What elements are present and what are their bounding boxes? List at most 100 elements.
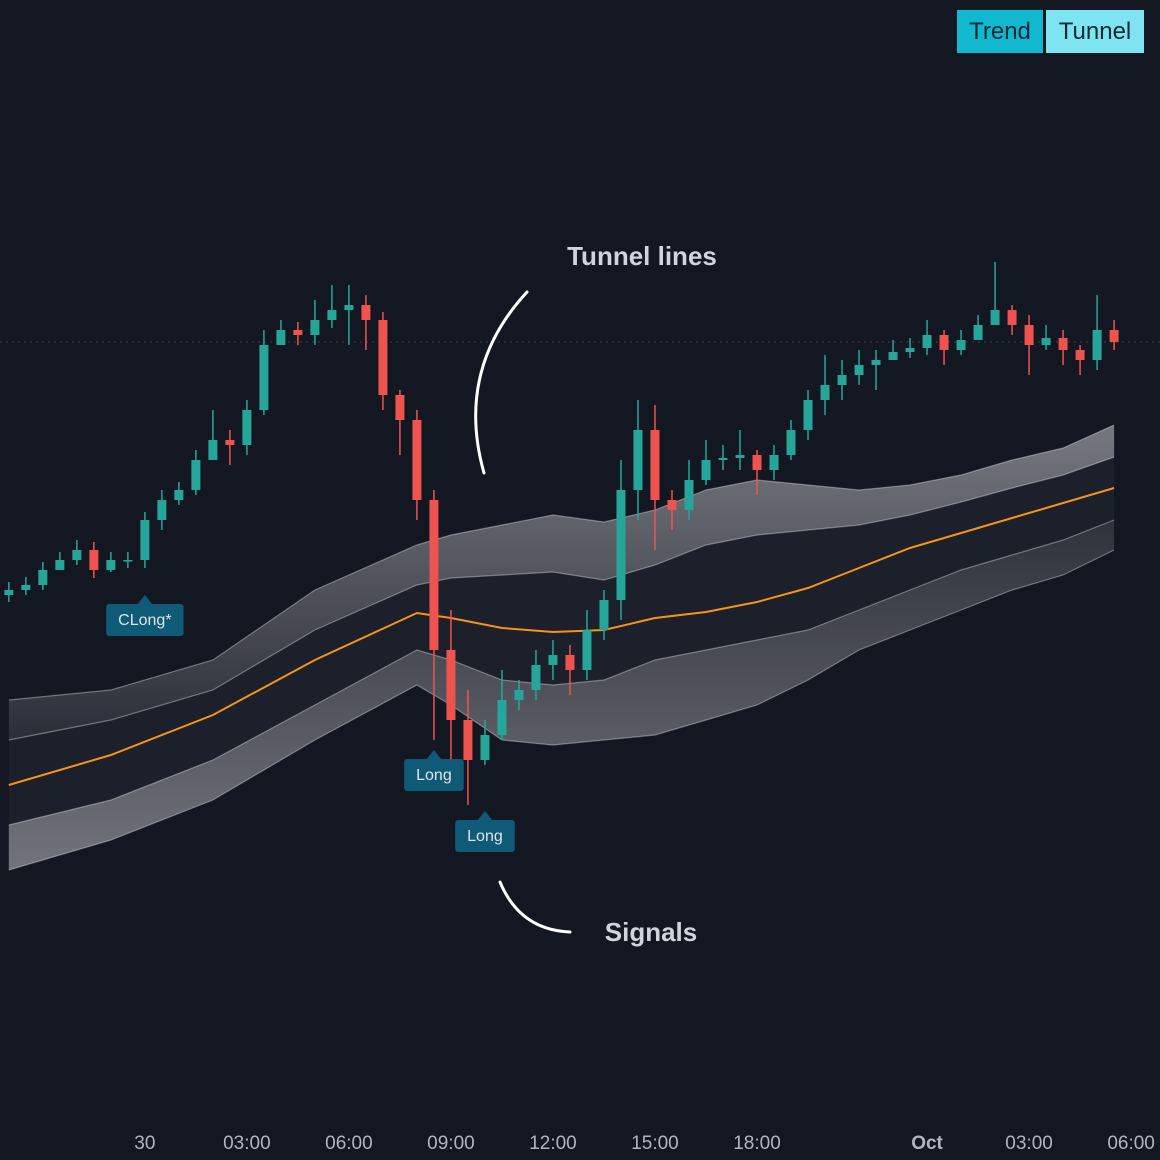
x-tick-label: 30 [134,1133,155,1154]
candle-body [599,600,609,630]
candle-body [242,410,252,445]
candle-body [276,330,286,345]
tunnel-line [8,549,1115,871]
candle-body [89,550,99,570]
candle-body [1024,325,1034,345]
candle-body [531,665,541,690]
candle-body [888,352,898,360]
candle-body [701,460,711,480]
tunnel-band [8,457,1115,825]
x-tick-label: Oct [911,1133,943,1154]
candle-body [1007,310,1017,325]
candle-body [565,655,575,670]
tunnel-button[interactable]: Tunnel [1046,10,1144,53]
candle-body [225,440,235,445]
candle-body [327,310,337,320]
signal-label: Long [467,828,503,845]
candle-body [21,585,31,590]
candle-body [1109,330,1119,342]
signal-label: Long [416,767,452,784]
signal-box [106,604,184,636]
candle-body [514,690,524,700]
candle-body [667,500,677,510]
candle-body [718,458,728,460]
tunnel-mid-line [8,487,1115,786]
candle-body [854,365,864,375]
signal-box [455,820,515,852]
candle-body [72,550,82,560]
trend-button[interactable]: Trend [957,10,1043,53]
candle-body [922,335,932,348]
candle-body [1041,338,1051,345]
candle-body [293,330,303,335]
candle-body [633,430,643,490]
candle-body [38,570,48,585]
candle-body [548,655,558,665]
candle-body [378,320,388,395]
candle-body [684,480,694,510]
candle-body [55,560,65,570]
signal-pointer [136,595,153,605]
candle-body [191,460,201,490]
candle-body [956,340,966,350]
candle-layer [4,262,1119,805]
candle-body [735,455,745,458]
overlay-layer: 21:003003:0006:0009:0012:0015:0018:00Oct… [106,595,1155,1154]
candle-body [123,560,133,562]
candle-body [259,345,269,410]
candle-body [650,430,660,500]
candle-body [820,385,830,400]
candle-body [174,490,184,500]
signal: Long [404,750,464,791]
candle-body [480,735,490,760]
candle-body [140,520,150,560]
candle-body [395,395,405,420]
candle-body [497,700,507,735]
candle-body [361,305,371,320]
signal: Long [455,811,515,852]
tunnel-band [8,425,1115,740]
tunnel-line [8,456,1115,741]
candle-body [344,305,354,310]
annotation: Tunnel lines [567,241,717,271]
candle-body [752,455,762,470]
candle-body [1092,330,1102,360]
candle-body [1075,350,1085,360]
candle-body [769,455,779,470]
candle-body [310,320,320,335]
candle-body [871,360,881,365]
candle-body [616,490,626,600]
signal-pointer [476,811,493,821]
candle-body [1058,338,1068,350]
candle-body [837,375,847,385]
x-tick-label: 09:00 [427,1133,475,1154]
signal: CLong* [106,595,184,636]
annotation-arc [498,880,572,934]
candle-body [990,310,1000,325]
annotation: Signals [605,917,697,947]
tunnel-band [8,520,1115,870]
candle-body [446,650,456,720]
candle-body [803,400,813,430]
tunnel-layer [0,341,1160,871]
candle-body [463,720,473,760]
candle-body [412,420,422,500]
x-tick-label: 03:00 [1005,1133,1053,1154]
x-tick-label: 12:00 [529,1133,577,1154]
x-tick-label: 03:00 [223,1133,271,1154]
annotation-arc [474,290,529,475]
candle-body [429,500,439,650]
candle-body [208,440,218,460]
x-tick-label: 18:00 [733,1133,781,1154]
candle-body [905,348,915,352]
candle-body [939,335,949,350]
x-tick-label: 15:00 [631,1133,679,1154]
candle-body [106,560,116,570]
signal-box [404,759,464,791]
tunnel-line [8,519,1115,826]
signal-label: CLong* [118,612,171,629]
x-tick-label: 06:00 [1107,1133,1155,1154]
candle-body [786,430,796,455]
